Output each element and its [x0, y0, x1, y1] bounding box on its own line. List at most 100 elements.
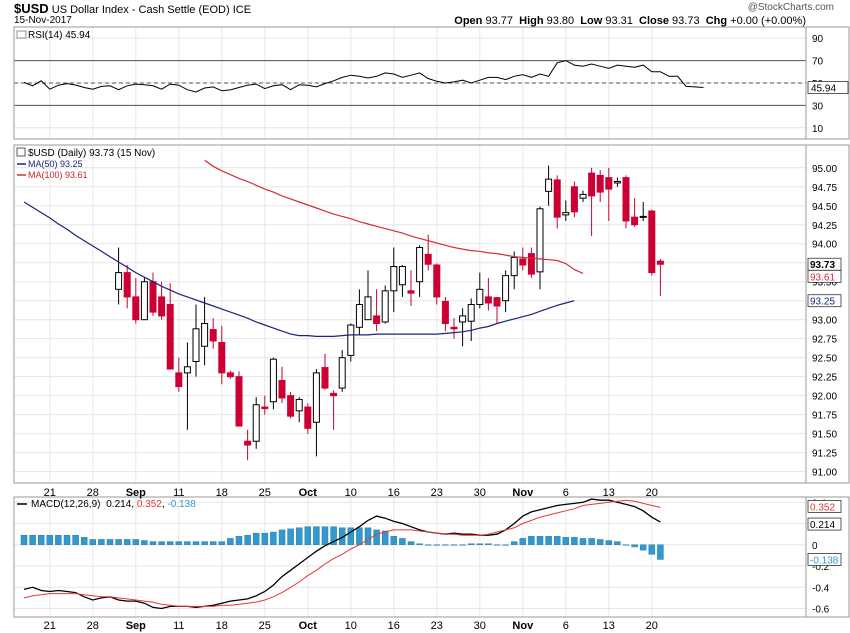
- panel-frame: [13, 144, 850, 484]
- macd-legend-label: MACD(12,26,9): [31, 499, 100, 510]
- x-tick-label: 10: [345, 620, 357, 632]
- macd-histogram-bar: [390, 536, 398, 546]
- x-tick-label: Oct: [299, 487, 318, 499]
- macd-histogram-bar: [201, 541, 208, 546]
- rsi-tick-label: 70: [812, 57, 824, 68]
- macd-histogram-bar: [184, 541, 191, 546]
- signal-line: [23, 499, 661, 607]
- macd-histogram-bar: [571, 537, 578, 546]
- low-label: Low: [580, 15, 603, 27]
- candle-up: [398, 266, 406, 286]
- macd-histogram-bar: [622, 544, 630, 546]
- macd-histogram-bar: [416, 543, 423, 546]
- panel-frames: [13, 26, 850, 618]
- candle-down: [123, 272, 131, 298]
- candle-up: [476, 288, 484, 306]
- macd-tick-label: -0.2: [812, 562, 830, 573]
- price-tick-label: 91.25: [812, 449, 837, 460]
- candle-up: [536, 208, 544, 273]
- exchange: ICE: [232, 4, 252, 16]
- rsi-tick-label: 90: [812, 34, 824, 45]
- x-tick-label: 23: [431, 487, 443, 499]
- x-tick-label: Sep: [126, 620, 146, 632]
- macd-histogram-bar: [244, 534, 251, 546]
- macd-histogram-bar: [132, 539, 140, 546]
- price-tick-label: 91.75: [812, 411, 837, 422]
- candle-down: [596, 174, 604, 193]
- macd-histogram-bar: [631, 544, 638, 548]
- price-tick-label: 93.00: [812, 316, 837, 327]
- x-tick-label: 18: [216, 487, 228, 499]
- macd-histogram-bar: [209, 541, 217, 546]
- candle-up: [252, 404, 260, 442]
- x-tick-label: 10: [345, 487, 357, 499]
- macd-histogram-bar: [528, 536, 535, 546]
- x-tick-label: 21: [44, 620, 56, 632]
- price-tick-label: 92.25: [812, 373, 837, 384]
- macd-histogram-bar: [381, 530, 389, 546]
- candle-up: [545, 178, 553, 192]
- macd-histogram-bar: [502, 544, 509, 546]
- macd-legend-macd: 0.214: [106, 499, 131, 510]
- candle-up: [115, 272, 123, 290]
- price-tick-label: 91.50: [812, 430, 837, 441]
- price-tick-label: 94.00: [812, 240, 837, 251]
- macd-histogram-bar: [270, 531, 277, 546]
- macd-value-box: [807, 517, 842, 531]
- candle-down: [407, 290, 415, 294]
- candle-down: [166, 304, 174, 370]
- candle-down: [424, 253, 432, 265]
- price-tick-label: 92.00: [812, 392, 837, 403]
- price-value-box: [807, 294, 842, 308]
- candle-up: [140, 281, 148, 321]
- candle-down: [553, 179, 561, 218]
- macd-histogram-bar: [407, 541, 415, 546]
- candle-up: [312, 372, 320, 423]
- x-tick-label: 25: [259, 487, 271, 499]
- x-tick-label: 28: [87, 620, 99, 632]
- macd-histogram-bar: [37, 534, 45, 546]
- symbol: $USD: [14, 1, 49, 16]
- macd-tick-label: 0: [812, 541, 818, 552]
- candle-up: [381, 290, 389, 323]
- candle-down: [441, 300, 449, 324]
- candle-down: [330, 392, 338, 397]
- price-tick-label: 94.50: [812, 202, 837, 213]
- macd-histogram-bar: [227, 538, 234, 546]
- macd-histogram-bar: [657, 544, 664, 560]
- ma50-line: [23, 201, 575, 337]
- candle-down: [226, 372, 234, 378]
- ohlc-summary: Open 93.77 High 93.80 Low 93.31 Close 93…: [454, 15, 806, 27]
- panel-frame: [13, 496, 850, 618]
- stockcharts-watermark: @StockCharts.com: [747, 2, 834, 13]
- x-tick-label: 30: [474, 620, 486, 632]
- candle-up: [355, 304, 363, 328]
- macd-histogram-bar: [89, 539, 97, 546]
- candle-down: [570, 186, 578, 213]
- macd-tick-label: -0.4: [812, 583, 830, 594]
- candle-down: [631, 216, 639, 226]
- macd-histogram-bar: [261, 532, 269, 546]
- candle-down: [373, 315, 381, 324]
- macd-histogram-bar: [442, 544, 449, 546]
- x-tick-label: 20: [646, 487, 658, 499]
- candle-down: [149, 281, 157, 313]
- macd-value-box: [807, 553, 842, 566]
- macd-histogram-bar: [123, 539, 131, 546]
- x-tick-label: 13: [603, 487, 615, 499]
- macd-value-label: 0.352: [810, 502, 835, 513]
- macd-histogram-bar: [433, 544, 441, 546]
- x-tick-label: 23: [431, 620, 443, 632]
- macd-histogram-bar: [278, 529, 286, 546]
- rsi-line: [23, 60, 704, 93]
- macd-histogram-bar: [399, 538, 406, 546]
- price-tick-label: 95.00: [812, 164, 837, 175]
- rsi-value-label: 45.94: [811, 84, 836, 95]
- x-tick-label: 21: [44, 487, 56, 499]
- price-value-box: [807, 269, 842, 283]
- price-tick-label: 94.75: [812, 183, 837, 194]
- candle-up: [613, 180, 621, 184]
- x-tick-label: 16: [388, 620, 400, 632]
- macd-value-label: 0.214: [810, 520, 835, 531]
